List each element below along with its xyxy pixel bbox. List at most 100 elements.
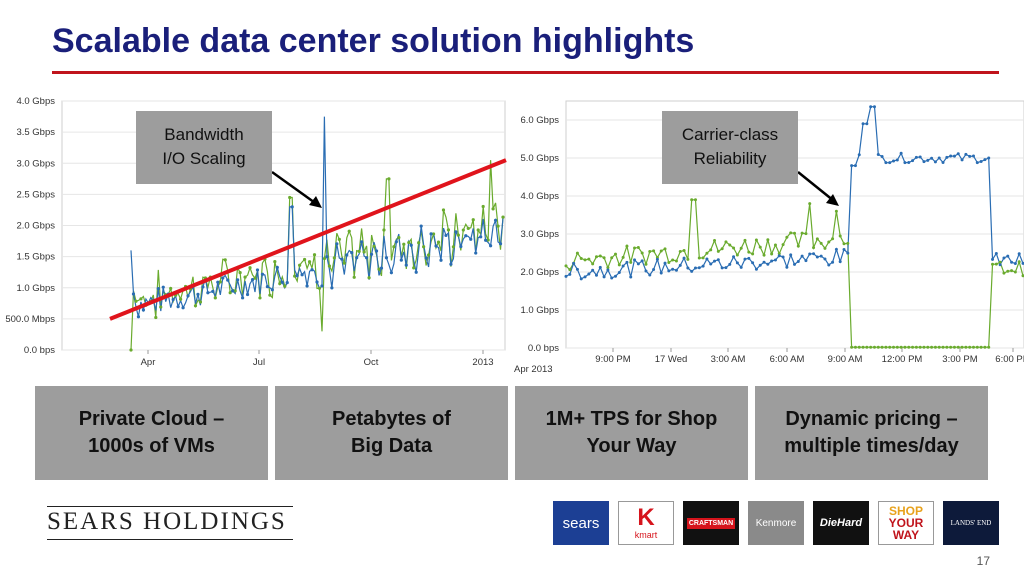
- data-point-blue: [804, 259, 808, 263]
- data-point-blue: [796, 260, 800, 264]
- callout-bandwidth: Bandwidth I/O Scaling: [136, 111, 272, 184]
- x-tick-label: 9:00 AM: [828, 354, 863, 365]
- data-point-blue: [739, 265, 743, 269]
- data-point-green: [732, 246, 736, 250]
- data-point-blue: [800, 254, 804, 258]
- data-point-green: [362, 250, 366, 254]
- data-point-blue: [176, 305, 180, 309]
- data-point-green: [238, 271, 242, 275]
- y-tick-label: 2.5 Gbps: [16, 189, 55, 200]
- data-point-blue: [434, 244, 438, 248]
- data-point-blue: [994, 251, 998, 255]
- data-point-green: [652, 249, 656, 253]
- data-point-blue: [781, 255, 785, 259]
- data-point-green: [342, 261, 346, 265]
- data-point-green: [407, 240, 411, 245]
- data-point-blue: [493, 218, 498, 222]
- data-point-green: [720, 247, 724, 251]
- tile-dynamic-pricing: Dynamic pricing – multiple times/day: [755, 386, 988, 480]
- data-point-green: [831, 237, 835, 241]
- y-tick-label: 1.0 Gbps: [16, 283, 55, 294]
- data-point-green: [417, 241, 421, 245]
- data-point-blue: [250, 277, 255, 282]
- callout-arrow-right: [797, 171, 835, 202]
- title-underline: [52, 71, 999, 74]
- data-point-blue: [663, 261, 667, 265]
- data-point-green: [288, 195, 292, 200]
- data-point-blue: [621, 264, 625, 268]
- kenmore-logo: Kenmore: [748, 501, 804, 545]
- x-tick-label: 2013: [472, 357, 493, 368]
- data-point-blue: [834, 247, 838, 251]
- craftsman-logo: CRAFTSMAN: [683, 501, 739, 545]
- data-point-green: [436, 240, 441, 244]
- logo-text: LANDS' END: [950, 519, 992, 527]
- data-point-green: [914, 345, 918, 349]
- data-point-green: [857, 345, 861, 349]
- data-point-blue: [280, 280, 284, 284]
- data-point-green: [382, 228, 386, 232]
- tile-private-cloud: Private Cloud – 1000s of VMs: [35, 386, 268, 480]
- data-point-blue: [325, 255, 329, 259]
- data-point-green: [800, 231, 804, 235]
- callout-arrowhead-left: [309, 196, 322, 208]
- data-point-blue: [424, 256, 428, 260]
- data-point-blue: [464, 234, 468, 238]
- data-point-blue: [479, 235, 483, 239]
- data-point-blue: [979, 160, 983, 164]
- data-point-green: [956, 345, 960, 349]
- data-point-blue: [842, 247, 846, 251]
- lands-end-logo: LANDS' END: [943, 501, 999, 545]
- data-point-green: [693, 198, 697, 202]
- data-point-blue: [365, 256, 369, 260]
- data-point-green: [838, 234, 842, 238]
- data-point-blue: [330, 286, 334, 290]
- data-point-green: [347, 229, 351, 233]
- data-point-blue: [659, 271, 663, 275]
- callout-reliability-line2: Reliability: [693, 149, 767, 168]
- data-point-green: [228, 291, 232, 295]
- data-point-blue: [320, 284, 324, 288]
- data-point-green: [777, 252, 781, 256]
- data-point-blue: [399, 258, 403, 262]
- data-point-blue: [315, 280, 319, 284]
- data-point-green: [218, 280, 222, 284]
- data-point-blue: [360, 240, 364, 244]
- data-point-blue: [1010, 260, 1014, 264]
- data-point-blue: [131, 292, 136, 296]
- data-point-green: [491, 207, 495, 211]
- data-point-green: [1017, 260, 1021, 264]
- data-point-green: [332, 256, 336, 260]
- data-point-green: [735, 253, 739, 257]
- data-point-blue: [652, 268, 656, 272]
- data-point-green: [1013, 270, 1017, 274]
- data-point-blue: [975, 161, 979, 165]
- data-point-blue: [594, 273, 598, 277]
- data-point-green: [248, 266, 252, 270]
- tile-text: Big Data: [350, 435, 433, 457]
- data-point-blue: [469, 237, 473, 241]
- data-point-green: [392, 245, 396, 249]
- data-point-blue: [355, 256, 359, 260]
- data-point-blue: [345, 253, 349, 257]
- data-point-green: [648, 249, 652, 253]
- data-point-green: [367, 276, 371, 280]
- data-point-blue: [945, 155, 949, 159]
- data-point-green: [614, 252, 618, 256]
- y-tick-label: 3.5 Gbps: [16, 127, 55, 138]
- data-point-green: [317, 286, 322, 290]
- data-point-blue: [892, 159, 896, 163]
- data-point-blue: [579, 277, 583, 281]
- data-point-blue: [838, 260, 842, 264]
- data-point-blue: [701, 264, 705, 268]
- sears-holdings-logo: SEARS HOLDINGS: [47, 508, 287, 535]
- data-point-green: [697, 256, 701, 260]
- data-point-green: [926, 345, 930, 349]
- data-point-green: [471, 218, 475, 222]
- data-point-green: [1006, 269, 1010, 273]
- data-point-green: [690, 198, 694, 202]
- data-point-green: [983, 345, 987, 349]
- data-point-green: [322, 256, 327, 261]
